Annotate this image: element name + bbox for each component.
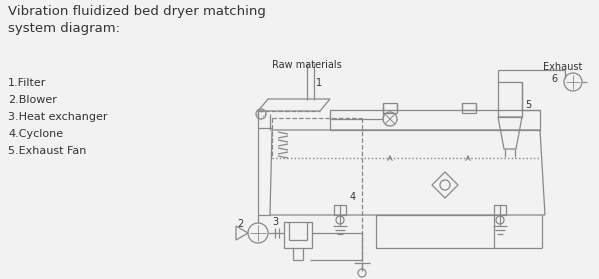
Text: Vibration fluidized bed dryer matching: Vibration fluidized bed dryer matching — [8, 5, 266, 18]
Bar — [284, 222, 312, 248]
Text: 4.Cyclone: 4.Cyclone — [8, 129, 63, 139]
Text: 3: 3 — [272, 217, 278, 227]
Text: Exhaust: Exhaust — [543, 62, 582, 72]
Bar — [376, 215, 494, 248]
Bar — [498, 82, 522, 117]
Text: 3.Heat exchanger: 3.Heat exchanger — [8, 112, 107, 122]
Text: system diagram:: system diagram: — [8, 22, 120, 35]
Bar — [330, 110, 540, 130]
Bar — [334, 205, 346, 215]
Text: 4: 4 — [350, 192, 356, 202]
Text: 1.Filter: 1.Filter — [8, 78, 46, 88]
Text: 6: 6 — [551, 74, 557, 84]
Bar — [383, 103, 397, 113]
Text: 2.Blower: 2.Blower — [8, 95, 57, 105]
Text: Raw materials: Raw materials — [272, 60, 342, 70]
Text: 5: 5 — [525, 100, 531, 110]
Bar — [494, 205, 506, 215]
Text: 2: 2 — [237, 219, 243, 229]
Text: 1: 1 — [316, 78, 322, 88]
Text: 5.Exhaust Fan: 5.Exhaust Fan — [8, 146, 86, 156]
Bar — [462, 103, 476, 113]
